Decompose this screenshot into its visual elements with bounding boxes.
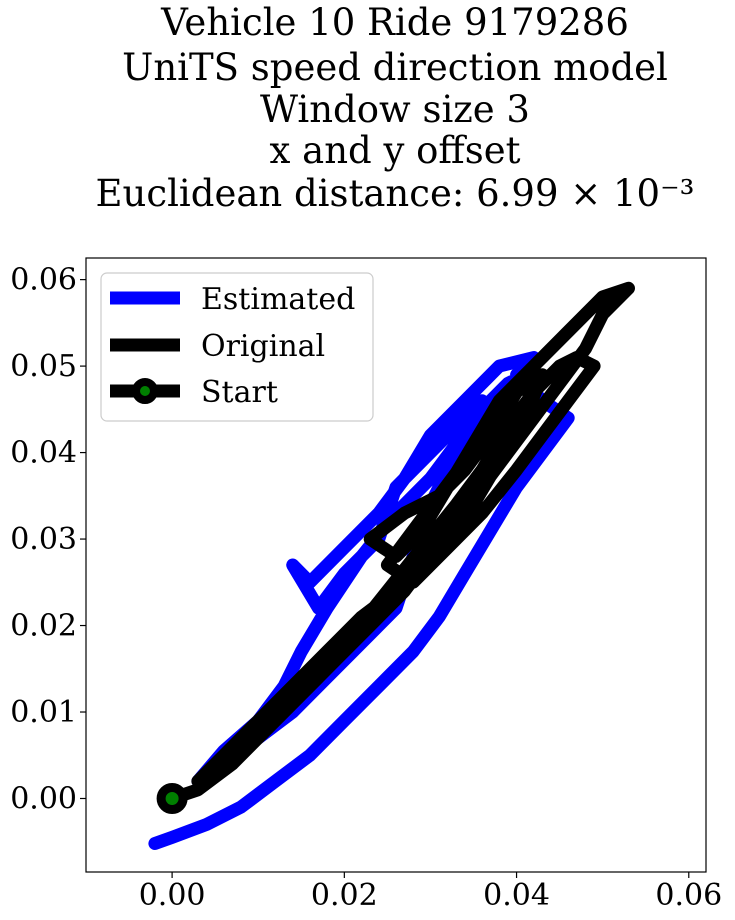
title-line-2: UniTS speed direction model bbox=[122, 46, 668, 89]
legend-box bbox=[100, 272, 374, 422]
y-tick-label: 0.04 bbox=[10, 436, 77, 471]
x-tick-label: 0.00 bbox=[139, 878, 206, 913]
x-axis: 0.00 0.02 0.04 0.06 bbox=[139, 872, 722, 913]
series-line-original bbox=[165, 281, 635, 805]
y-tick-label: 0.05 bbox=[10, 349, 77, 384]
x-tick-label: 0.04 bbox=[483, 878, 550, 913]
title-line-4: x and y offset bbox=[270, 129, 521, 172]
y-axis: 0.00 0.01 0.02 0.03 0.04 0.05 0.06 bbox=[10, 263, 86, 816]
y-tick-label: 0.03 bbox=[10, 522, 77, 557]
y-tick-label: 0.00 bbox=[10, 781, 77, 816]
legend-label-estimated: Estimated bbox=[201, 282, 355, 317]
title-line-3: Window size 3 bbox=[260, 88, 530, 131]
legend: Estimated Original Start bbox=[100, 272, 374, 422]
plot-frame bbox=[85, 257, 707, 873]
y-tick-label: 0.06 bbox=[10, 263, 77, 298]
y-tick-label: 0.02 bbox=[10, 609, 77, 644]
series-layer bbox=[148, 281, 635, 850]
x-tick-label: 0.02 bbox=[311, 878, 378, 913]
y-tick-label: 0.01 bbox=[10, 695, 77, 730]
title-line-5: Euclidean distance: 6.99 × 10⁻³ bbox=[96, 172, 695, 215]
x-tick-label: 0.06 bbox=[655, 878, 722, 913]
legend-start-marker bbox=[132, 378, 158, 404]
legend-label-start: Start bbox=[201, 375, 278, 410]
legend-label-original: Original bbox=[201, 329, 325, 364]
title-line-1: Vehicle 10 Ride 9179286 bbox=[160, 1, 629, 44]
start-marker bbox=[156, 782, 188, 814]
